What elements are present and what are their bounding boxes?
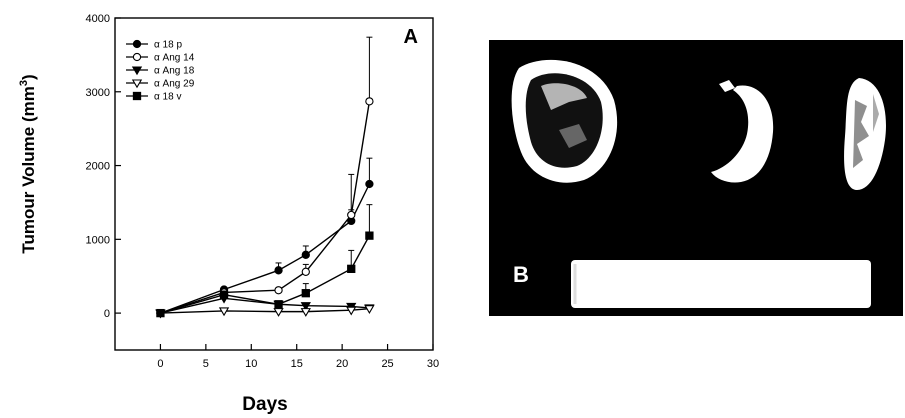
data-point bbox=[156, 308, 165, 318]
y-axis-title-superscript: 3 bbox=[18, 80, 30, 86]
data-point bbox=[301, 289, 310, 298]
data-point bbox=[365, 97, 374, 106]
y-axis-ticks: 0 1000 2000 3000 4000 bbox=[86, 13, 121, 320]
x-tick-label: 0 bbox=[157, 358, 163, 370]
series-1 bbox=[156, 157, 374, 318]
x-tick-label: 30 bbox=[427, 358, 439, 370]
data-point bbox=[300, 308, 311, 317]
data-point bbox=[274, 286, 283, 295]
series-5 bbox=[156, 204, 374, 318]
x-tick-label: 5 bbox=[203, 358, 209, 370]
y-tick-label: 1000 bbox=[86, 234, 110, 246]
legend-entry: α Ang 14 bbox=[126, 53, 195, 64]
legend-entry: α 18 p bbox=[126, 40, 182, 51]
series-layer bbox=[155, 36, 375, 319]
series-3 bbox=[155, 294, 375, 319]
data-point bbox=[218, 307, 230, 317]
tumour-photo: B bbox=[511, 59, 886, 308]
tumour-specimen-right bbox=[844, 78, 886, 190]
x-tick-label: 10 bbox=[245, 358, 257, 370]
x-tick-label: 15 bbox=[291, 358, 303, 370]
y-axis-title: Tumour Volume (mm3) bbox=[18, 74, 38, 253]
tumour-photo-panel: B bbox=[489, 40, 903, 316]
legend-label: α 18 v bbox=[154, 92, 181, 103]
legend-entry: α Ang 18 bbox=[126, 66, 195, 77]
y-tick-label: 2000 bbox=[86, 161, 110, 173]
data-point bbox=[365, 179, 374, 189]
legend-marker bbox=[131, 79, 143, 89]
y-tick-label: 3000 bbox=[86, 87, 110, 99]
data-point bbox=[364, 305, 375, 314]
data-point bbox=[274, 300, 283, 309]
legend: α 18 p α Ang 14 α Ang 18 α Ang 29 α 18 v bbox=[126, 40, 195, 103]
series-line bbox=[160, 307, 370, 314]
legend-marker bbox=[132, 52, 142, 62]
data-point bbox=[365, 231, 374, 240]
legend-entry: α Ang 29 bbox=[126, 79, 195, 90]
y-axis-title-close: ) bbox=[19, 74, 38, 80]
legend-label: α 18 p bbox=[154, 40, 182, 51]
data-point bbox=[346, 306, 357, 316]
data-point bbox=[274, 266, 283, 275]
x-axis-ticks: 0 5 10 15 20 25 30 bbox=[157, 344, 439, 370]
data-point bbox=[301, 250, 310, 259]
data-point bbox=[219, 290, 229, 299]
tumour-specimen-middle bbox=[711, 80, 774, 183]
legend-entry: α 18 v bbox=[126, 92, 181, 103]
y-axis-title-text: Tumour Volume (mm bbox=[19, 86, 38, 254]
legend-label: α Ang 18 bbox=[154, 66, 195, 77]
data-point bbox=[300, 302, 311, 312]
y-tick-label: 4000 bbox=[86, 13, 110, 25]
legend-label: α Ang 29 bbox=[154, 79, 195, 90]
x-axis-title: Days bbox=[242, 394, 287, 415]
legend-marker bbox=[132, 91, 142, 101]
data-point bbox=[301, 267, 310, 276]
series-4 bbox=[155, 305, 375, 319]
data-point bbox=[273, 308, 284, 317]
data-point bbox=[347, 210, 356, 220]
legend-label: α Ang 14 bbox=[154, 53, 195, 64]
series-line bbox=[160, 183, 371, 314]
series-line bbox=[160, 101, 371, 314]
y-tick-label: 0 bbox=[104, 308, 110, 320]
x-tick-label: 20 bbox=[336, 358, 348, 370]
ruler bbox=[571, 260, 871, 308]
x-tick-label: 25 bbox=[381, 358, 393, 370]
data-point bbox=[347, 264, 356, 273]
series-line bbox=[160, 235, 371, 314]
legend-marker bbox=[131, 66, 143, 76]
panel-b-label: B bbox=[513, 262, 529, 287]
legend-marker bbox=[132, 39, 142, 49]
plot-frame bbox=[114, 17, 434, 351]
tumour-volume-chart: 0 1000 2000 3000 4000 0 5 10 15 20 25 30 α 18 p α A… bbox=[18, 13, 439, 415]
tumour-specimen-left bbox=[511, 59, 618, 183]
panel-a-label: A bbox=[404, 26, 418, 48]
